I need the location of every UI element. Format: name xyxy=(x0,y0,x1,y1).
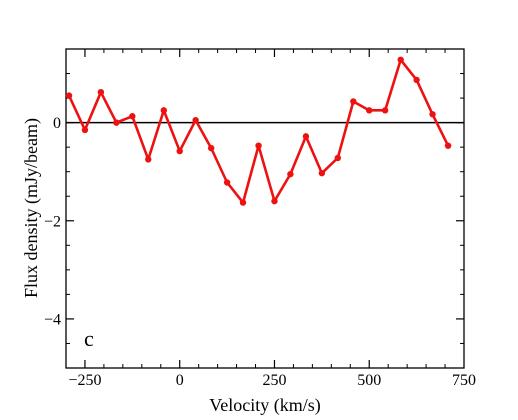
x-tick-label: 750 xyxy=(452,372,476,389)
data-point xyxy=(444,142,452,149)
minor-ticks xyxy=(66,49,464,368)
data-point xyxy=(350,98,357,105)
data-point xyxy=(287,170,294,178)
data-point xyxy=(397,56,404,63)
data-point xyxy=(366,107,373,114)
x-tick-label: 500 xyxy=(357,372,381,389)
data-point xyxy=(381,107,389,114)
data-point xyxy=(413,76,420,84)
y-axis-title: Flux density (mJy/beam) xyxy=(21,118,42,298)
data-point xyxy=(239,199,247,206)
data-point xyxy=(223,179,231,186)
data-point xyxy=(207,144,215,152)
x-tick-label: 250 xyxy=(262,372,286,389)
x-axis-title: Velocity (km/s) xyxy=(209,395,320,416)
data-point xyxy=(429,111,436,118)
y-tick-label: −2 xyxy=(44,213,61,230)
data-points xyxy=(65,56,452,206)
y-tick-label: 0 xyxy=(53,115,61,132)
data-point xyxy=(113,119,120,126)
x-tick-label: −250 xyxy=(68,372,101,389)
data-point xyxy=(176,147,183,155)
data-point xyxy=(160,107,167,114)
plot-frame xyxy=(65,48,465,369)
y-tick-label: −4 xyxy=(44,311,61,328)
data-point xyxy=(145,156,152,163)
y-tick-labels: −4 −2 0 xyxy=(44,115,61,328)
data-point xyxy=(302,133,310,140)
data-point xyxy=(81,126,89,134)
data-point xyxy=(65,92,73,99)
series-line xyxy=(67,58,450,204)
data-point xyxy=(129,113,136,120)
data-point xyxy=(255,142,262,149)
x-tick-labels: −250 0 250 500 750 xyxy=(68,372,476,389)
data-point xyxy=(192,116,199,124)
data-point xyxy=(97,88,105,96)
data-point xyxy=(271,197,278,205)
data-point xyxy=(334,154,341,162)
data-point xyxy=(318,169,326,177)
x-tick-label: 0 xyxy=(176,372,184,389)
major-ticks xyxy=(66,49,464,368)
panel-label: c xyxy=(84,326,94,351)
